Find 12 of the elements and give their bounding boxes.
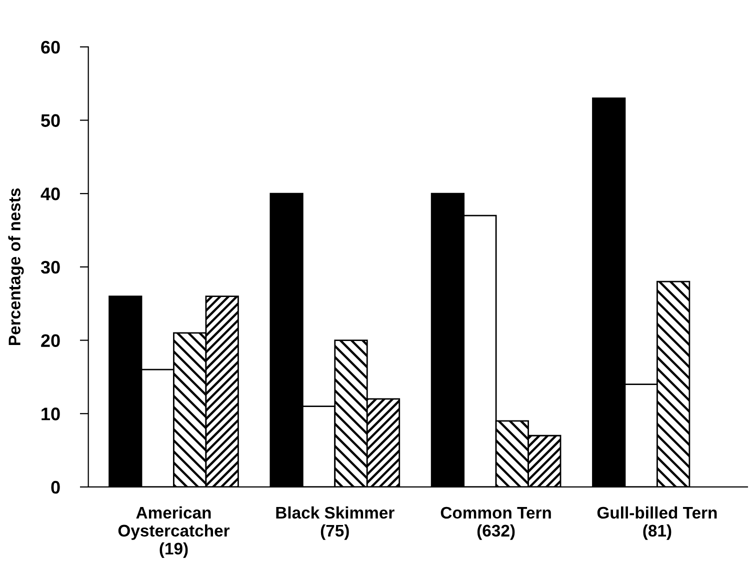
y-tick-label: 50 <box>41 114 60 127</box>
x-tick-label: Common Tern (632) <box>440 506 551 540</box>
y-axis-title: Percentage of nests <box>8 188 24 345</box>
y-tick-label: 40 <box>40 188 60 200</box>
y-tick-label: 30 <box>40 260 60 274</box>
x-tick-label: American Oystercatcher (19) <box>118 506 230 558</box>
y-tick-label: 60 <box>41 40 60 54</box>
y-tick-label: 10 <box>42 408 60 420</box>
x-tick-label: Black Skimmer (75) <box>276 506 394 540</box>
y-tick-label: 0 <box>51 480 60 494</box>
y-tick-label: 20 <box>41 334 60 347</box>
x-tick-label: Gull-billed Tern (81) <box>597 506 717 540</box>
